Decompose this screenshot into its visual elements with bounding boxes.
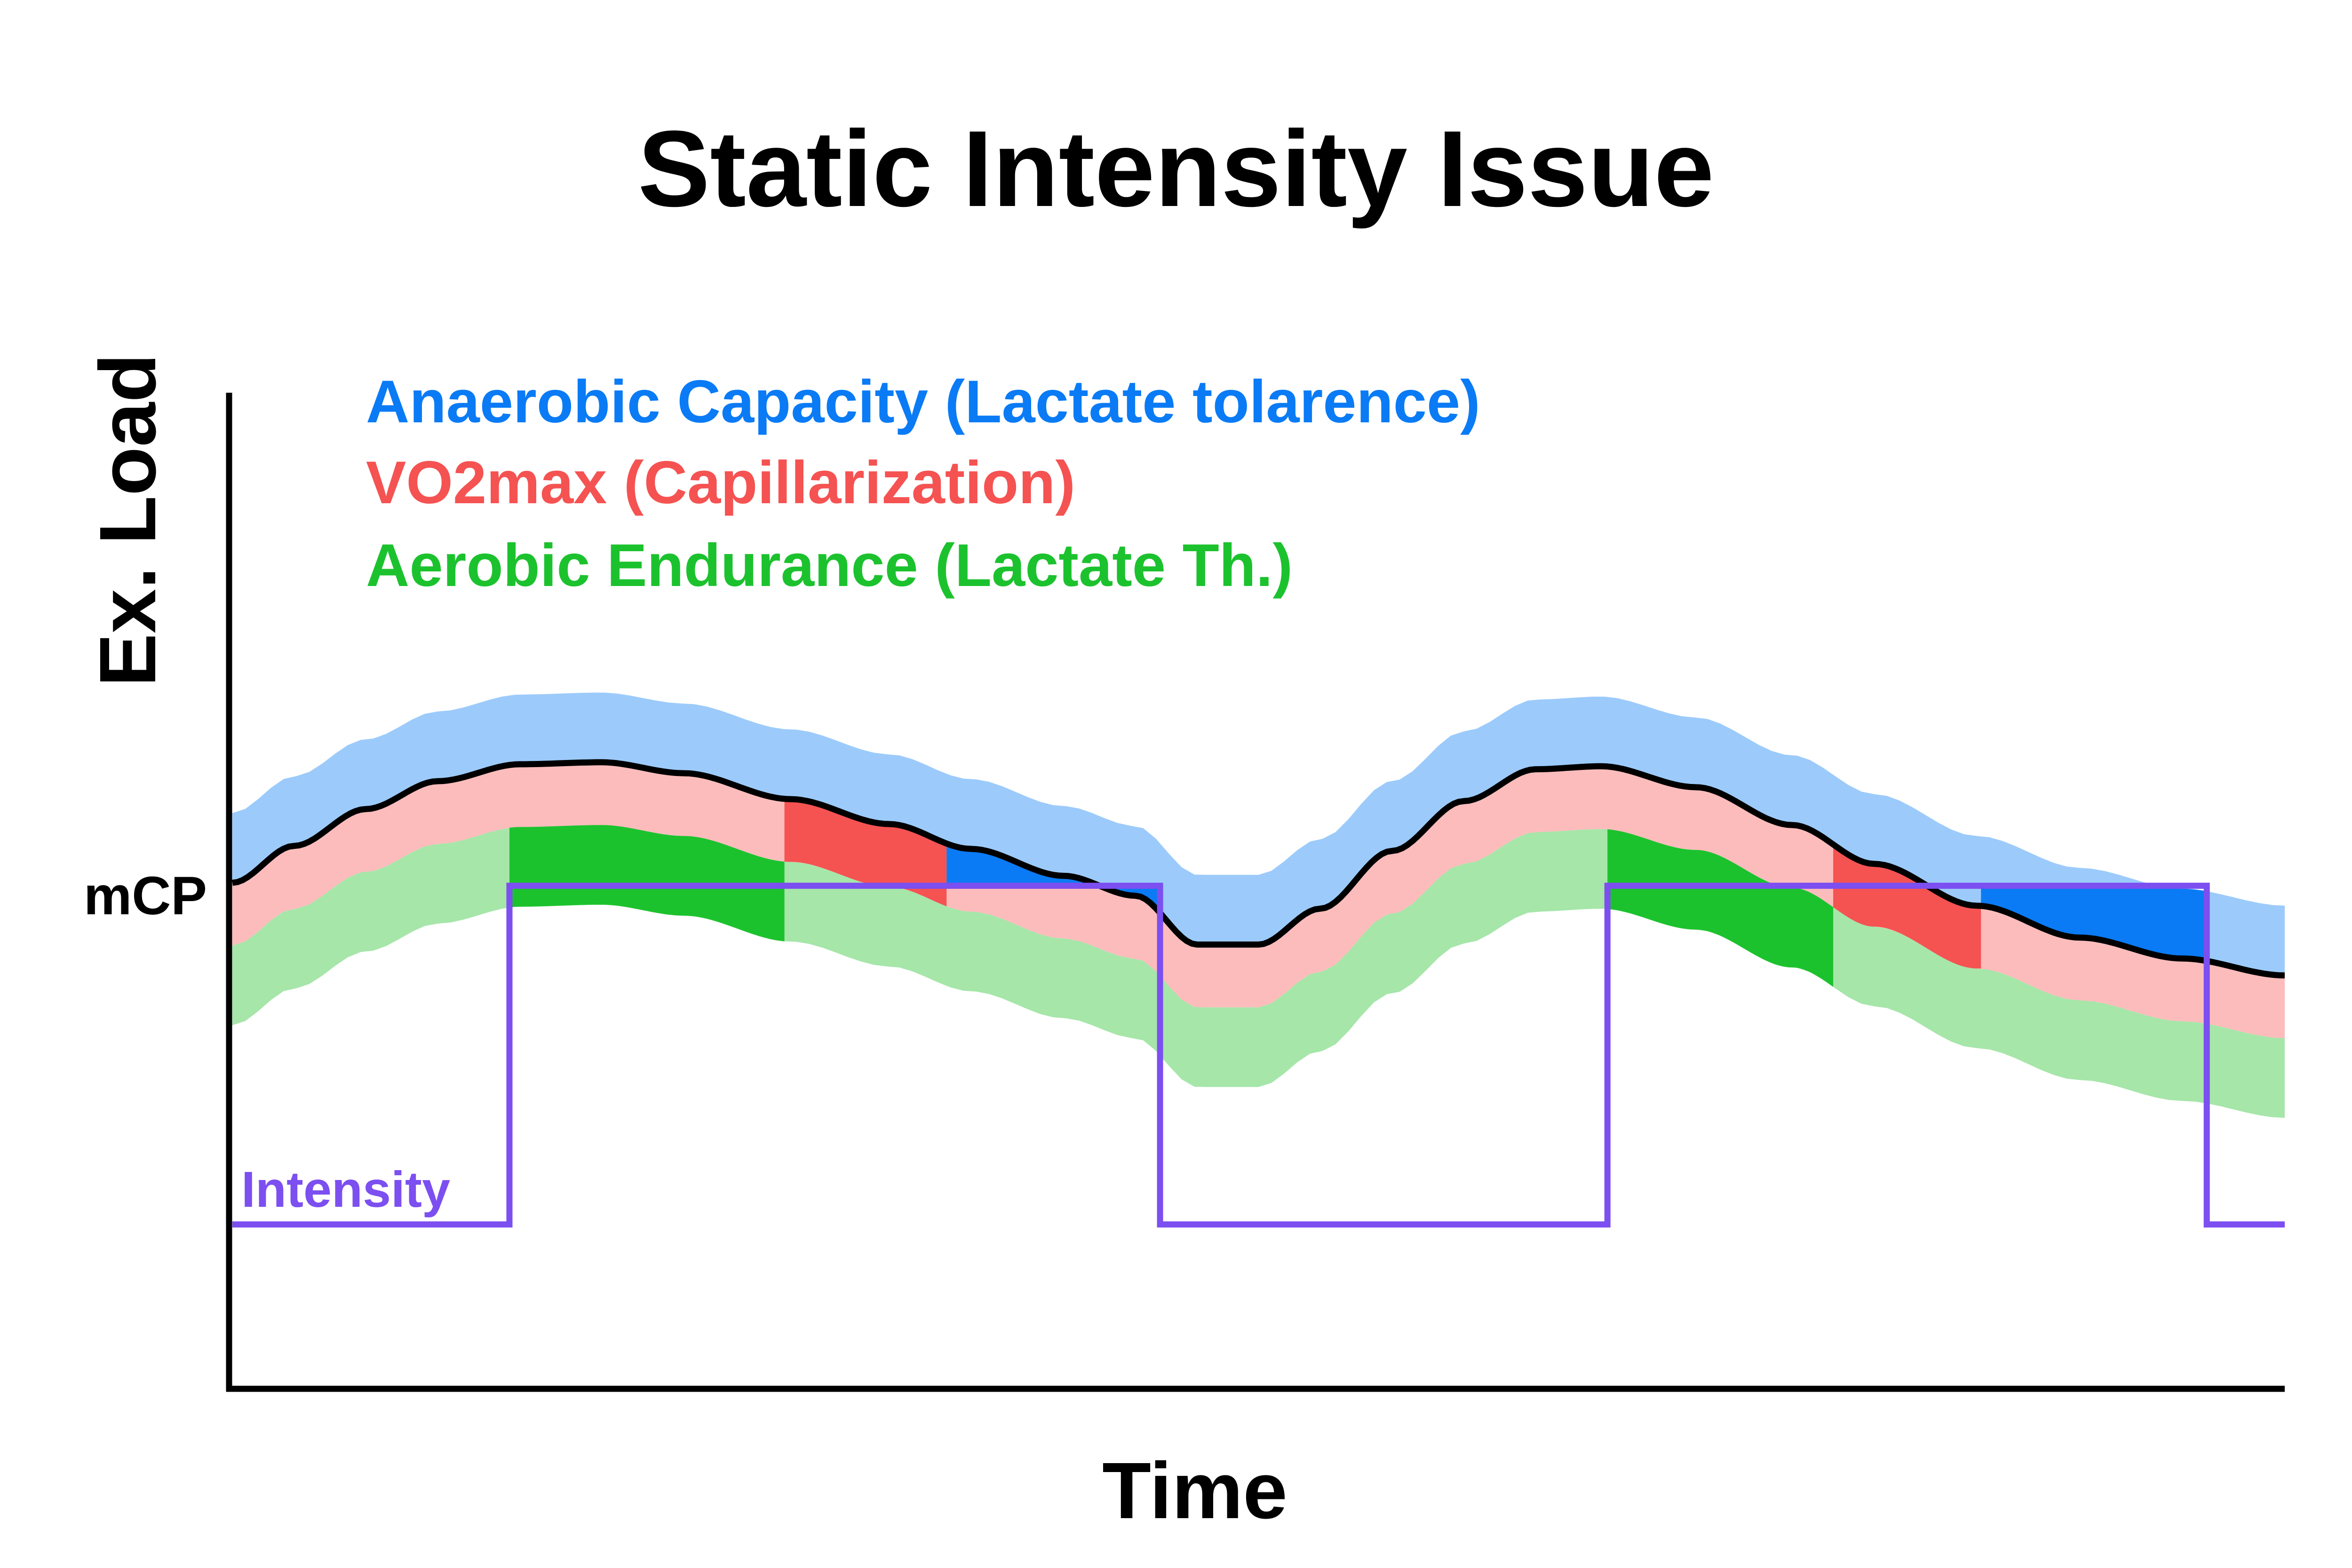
chart-title: Static Intensity Issue	[638, 108, 1714, 229]
anaerobic-band	[232, 692, 2285, 975]
legend-item-anaerobic: Anaerobic Capacity (Lactate tolarence)	[366, 368, 1480, 436]
axes	[226, 393, 2285, 1392]
load-curve-line	[232, 759, 2285, 979]
legend: Anaerobic Capacity (Lactate tolarence) V…	[366, 368, 1480, 599]
vo2max-highlight-5	[1833, 844, 1981, 969]
anaerobic-highlight-3	[946, 843, 1160, 913]
vo2max-highlight-2	[784, 799, 947, 906]
intensity-line	[232, 882, 2285, 1227]
vo2max-band	[232, 762, 2285, 1038]
y-tick-label-mcp: mCP	[84, 866, 207, 926]
x-axis-label: Time	[1102, 1446, 1287, 1536]
anaerobic-highlight-6	[1981, 886, 2207, 961]
series-lines	[232, 759, 2285, 1227]
legend-item-aerobic: Aerobic Endurance (Lactate Th.)	[366, 532, 1293, 599]
intensity-label: Intensity	[241, 1161, 450, 1218]
aerobic-highlight-4	[1607, 829, 1834, 987]
y-axis-label: Ex. Load	[83, 354, 173, 687]
legend-item-vo2max: VO2max (Capillarization)	[366, 449, 1075, 516]
